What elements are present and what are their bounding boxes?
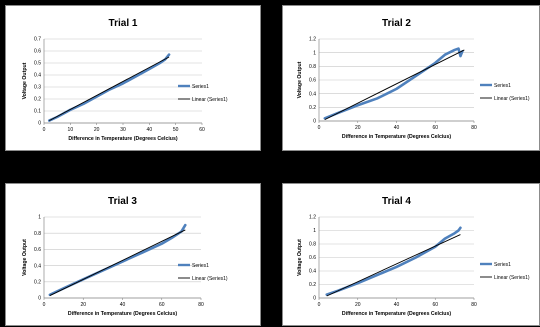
y-tick-label: 0.3 xyxy=(34,85,41,91)
legend-series-label: Series1 xyxy=(192,84,209,90)
y-tick-label: 1 xyxy=(313,228,316,234)
y-axis-label: Voltage Output xyxy=(22,239,28,276)
x-tick-label: 60 xyxy=(432,302,438,308)
x-tick-label: 0 xyxy=(318,302,321,308)
y-tick-label: 0.4 xyxy=(309,91,316,97)
chart-trial-4: Trial 4 0 0.2 0.4 0.6 0.8 1 1.2 0 20 40 60 80 Differe… xyxy=(297,196,530,317)
x-tick-label: 80 xyxy=(198,302,204,308)
x-tick-label: 10 xyxy=(68,127,74,133)
x-tick-label: 50 xyxy=(173,127,179,133)
y-tick-label: 0.8 xyxy=(34,231,41,237)
y-tick-label: 0.6 xyxy=(34,49,41,55)
x-tick-label: 40 xyxy=(120,302,126,308)
y-tick-label: 0.2 xyxy=(309,282,316,288)
y-axis-label: Voltage Output xyxy=(297,239,303,276)
x-tick-label: 60 xyxy=(432,125,438,131)
series-line xyxy=(325,226,462,296)
chart-title: Trial 1 xyxy=(109,18,138,29)
y-tick-label: 0.4 xyxy=(34,73,41,79)
y-tick-label: 0.8 xyxy=(309,242,316,248)
chart-title: Trial 4 xyxy=(382,196,411,207)
y-tick-label: 0.4 xyxy=(309,269,316,275)
y-tick-label: 0.6 xyxy=(34,247,41,253)
y-tick-label: 0 xyxy=(313,296,316,302)
series-line xyxy=(323,47,464,120)
x-tick-label: 40 xyxy=(394,302,400,308)
y-tick-label: 1.2 xyxy=(309,37,316,43)
y-tick-label: 1.2 xyxy=(309,215,316,221)
y-tick-label: 0.6 xyxy=(309,78,316,84)
y-tick-label: 0 xyxy=(313,119,316,125)
x-tick-label: 0 xyxy=(43,302,46,308)
legend-trend-label: Linear (Series1) xyxy=(494,96,530,102)
legend-series-label: Series1 xyxy=(494,262,511,268)
y-tick-label: 1 xyxy=(38,215,41,221)
chart-panel-trial-3: Trial 3 0 0.2 0.4 0.6 0.8 1 0 20 40 60 80 Difference… xyxy=(5,183,261,326)
x-tick-label: 20 xyxy=(94,127,100,133)
x-tick-label: 0 xyxy=(318,125,321,131)
x-tick-label: 0 xyxy=(43,127,46,133)
x-tick-label: 60 xyxy=(159,302,165,308)
y-tick-label: 0.7 xyxy=(34,37,41,43)
y-tick-label: 0.4 xyxy=(34,263,41,269)
trendline xyxy=(49,56,170,121)
y-tick-label: 0.2 xyxy=(309,105,316,111)
x-tick-label: 60 xyxy=(199,127,205,133)
x-axis-label: Difference in Temperature (Degrees Celci… xyxy=(342,311,451,317)
x-axis-label: Difference in Temperature (Degrees Celci… xyxy=(68,136,177,142)
x-tick-label: 40 xyxy=(394,125,400,131)
chart-trial-3: Trial 3 0 0.2 0.4 0.6 0.8 1 0 20 40 60 80 Difference… xyxy=(22,196,228,317)
chart-panel-trial-1: Trial 1 0 0.1 0.2 0.3 0.4 0.5 0.6 0.7 0 10 20 30 40 50… xyxy=(5,5,261,151)
trendline xyxy=(49,229,186,296)
y-tick-label: 0.1 xyxy=(34,109,41,115)
x-tick-label: 20 xyxy=(355,125,361,131)
legend-series-label: Series1 xyxy=(494,83,511,89)
x-axis-label: Difference in Temperature (Degrees Celci… xyxy=(342,134,451,140)
chart-trial-2: Trial 2 0 0.2 0.4 0.6 0.8 1 1.2 0 20 40 60 80 Differe… xyxy=(297,18,530,140)
y-tick-label: 1 xyxy=(313,50,316,56)
legend-trend-label: Linear (Series1) xyxy=(192,276,228,282)
y-tick-label: 0.8 xyxy=(309,64,316,70)
trendline xyxy=(324,49,465,121)
x-tick-label: 40 xyxy=(147,127,153,133)
y-tick-label: 0 xyxy=(38,121,41,127)
series-line xyxy=(48,223,187,297)
x-tick-label: 80 xyxy=(471,125,477,131)
x-tick-label: 80 xyxy=(471,302,477,308)
x-tick-label: 30 xyxy=(120,127,126,133)
y-tick-label: 0.6 xyxy=(309,255,316,261)
legend-trend-label: Linear (Series1) xyxy=(494,275,530,281)
chart-title: Trial 3 xyxy=(108,196,137,207)
trendline xyxy=(326,234,461,297)
x-axis-label: Difference in Temperature (Degrees Celci… xyxy=(68,311,177,317)
x-tick-label: 20 xyxy=(355,302,361,308)
chart-title: Trial 2 xyxy=(382,18,411,29)
legend-series-label: Series1 xyxy=(192,263,209,269)
x-tick-label: 20 xyxy=(80,302,86,308)
y-tick-label: 0.2 xyxy=(34,280,41,286)
y-axis-label: Voltage Output xyxy=(22,62,28,99)
y-tick-label: 0.2 xyxy=(34,97,41,103)
y-tick-label: 0 xyxy=(38,296,41,302)
y-tick-label: 0.5 xyxy=(34,61,41,67)
chart-panel-trial-2: Trial 2 0 0.2 0.4 0.6 0.8 1 1.2 0 20 40 60 80 Differe… xyxy=(282,5,540,151)
chart-panel-trial-4: Trial 4 0 0.2 0.4 0.6 0.8 1 1.2 0 20 40 60 80 Differe… xyxy=(282,183,540,326)
chart-trial-1: Trial 1 0 0.1 0.2 0.3 0.4 0.5 0.6 0.7 0 10 20 30 40 50… xyxy=(22,18,228,142)
legend-trend-label: Linear (Series1) xyxy=(192,97,228,103)
y-axis-label: Voltage Output xyxy=(297,61,303,98)
